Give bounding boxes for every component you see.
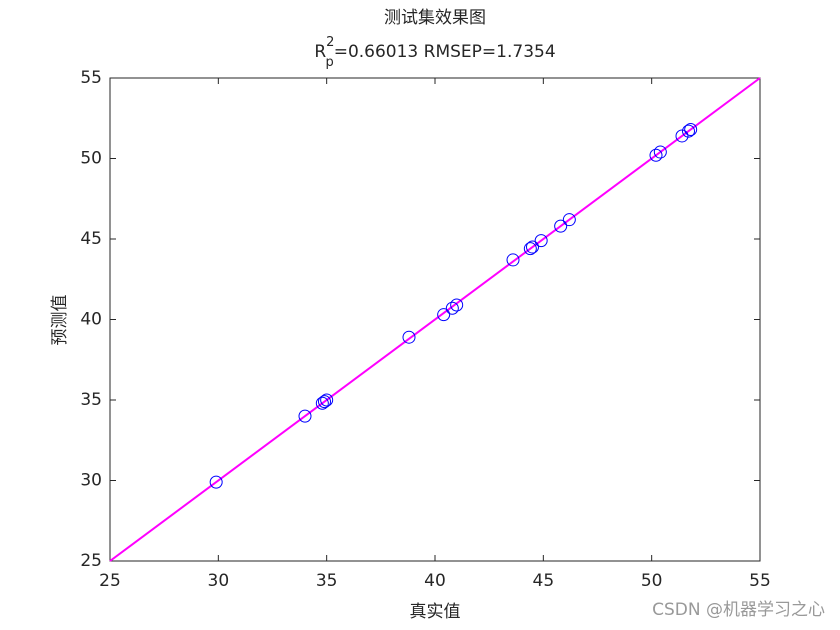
point	[675, 129, 689, 143]
point	[534, 234, 548, 248]
point	[526, 240, 539, 254]
y-tick-label: 25	[80, 551, 102, 571]
y-tick-label: 30	[80, 471, 102, 491]
y-tick-label: 50	[80, 149, 102, 169]
chart-title: 测试集效果图	[384, 8, 486, 28]
point	[682, 124, 695, 138]
y-tick-label: 35	[80, 390, 102, 410]
point	[402, 330, 416, 344]
x-tick-label: 35	[316, 571, 338, 591]
x-axis-label: 真实值	[410, 602, 461, 622]
fit-line	[109, 77, 761, 562]
point	[445, 301, 459, 315]
point	[437, 308, 451, 322]
subtitle-part: 2	[326, 35, 334, 50]
point	[653, 145, 667, 159]
point	[209, 475, 223, 489]
point	[649, 148, 663, 162]
point	[298, 409, 312, 423]
point	[684, 123, 698, 137]
point	[450, 298, 464, 312]
x-tick-label: 40	[424, 571, 446, 591]
chart-subtitle: R2 p=0.66013 RMSEP=1.7354	[314, 35, 555, 70]
x-tick-label: 45	[533, 571, 555, 591]
y-tick-label: 40	[80, 310, 102, 330]
subtitle-part: =0.66013 RMSEP=1.7354	[334, 42, 556, 62]
point	[318, 395, 331, 409]
x-tick-label: 50	[641, 571, 663, 591]
y-tick-label: 55	[80, 68, 102, 88]
point	[315, 396, 329, 410]
watermark: CSDN @机器学习之心	[652, 600, 825, 620]
point	[562, 213, 576, 227]
y-axis-label: 预测值	[50, 295, 70, 346]
point	[506, 253, 520, 267]
point	[523, 242, 537, 256]
point	[320, 393, 334, 407]
x-tick-label: 25	[99, 571, 121, 591]
subtitle-part: p	[325, 55, 333, 70]
x-tick-label: 55	[749, 571, 771, 591]
x-tick-label: 30	[208, 571, 230, 591]
point	[554, 219, 568, 233]
y-tick-label: 45	[80, 229, 102, 249]
subtitle-part: R	[314, 42, 326, 62]
